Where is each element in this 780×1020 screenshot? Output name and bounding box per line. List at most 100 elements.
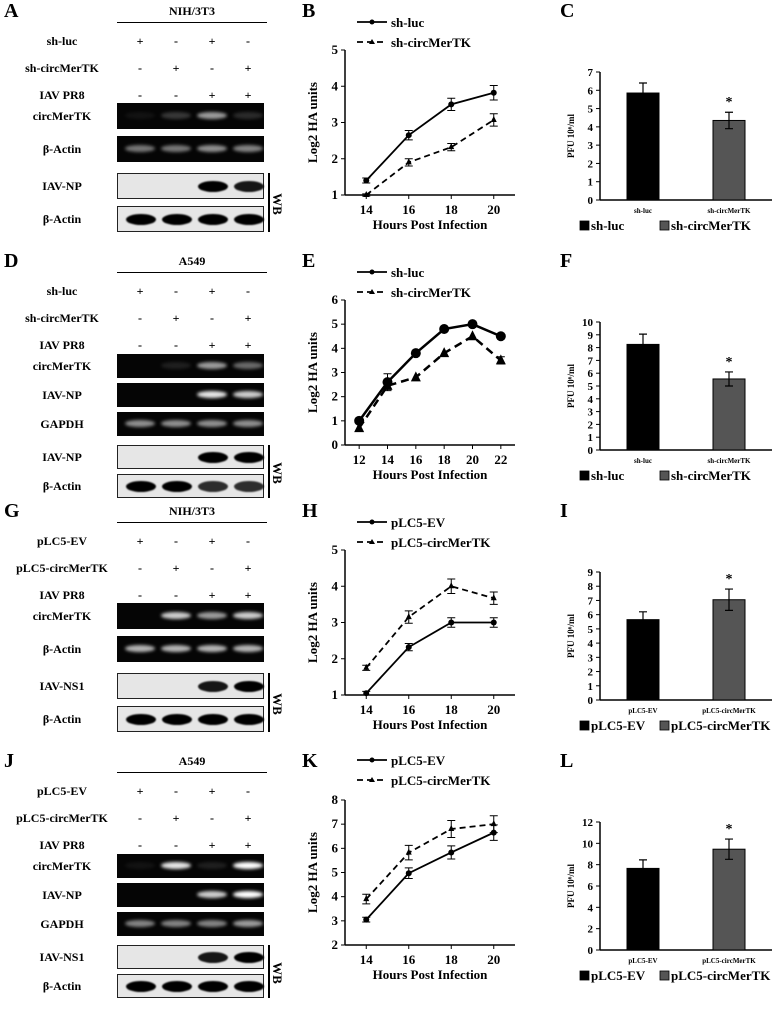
y-tick-label: 1 (332, 187, 339, 202)
condition-sign: + (172, 311, 180, 325)
condition-sign: - (138, 838, 142, 852)
x-axis-label: Hours Post Infection (373, 217, 489, 232)
panel-label: J (4, 750, 14, 772)
significance-marker: * (726, 572, 733, 587)
gel-image (117, 603, 264, 629)
data-point (467, 319, 478, 330)
y-tick-label: 2 (332, 937, 339, 952)
legend-label: pLC5-circMerTK (671, 968, 771, 983)
y-axis-label: PFU 10⁶/ml (566, 864, 576, 908)
legend-marker (369, 519, 375, 525)
band (162, 480, 192, 492)
band-label: circMerTK (32, 609, 92, 623)
western-blot-image (117, 474, 264, 498)
band (198, 480, 228, 492)
y-tick-label: 8 (332, 792, 339, 807)
y-axis-label: PFU 10⁶/ml (566, 614, 576, 658)
y-tick-label: 4 (332, 340, 339, 355)
condition-sign: + (208, 338, 216, 352)
band (234, 680, 264, 692)
band (197, 890, 227, 898)
x-tick-label: 20 (466, 452, 479, 467)
cell-line-title: NIH/3T3 (168, 504, 215, 518)
bar (712, 378, 746, 451)
condition-sign: - (174, 588, 178, 602)
band-label: circMerTK (32, 859, 92, 873)
condition-sign: - (138, 88, 142, 102)
band (125, 111, 155, 119)
x-tick-label: 18 (445, 702, 459, 717)
condition-sign: + (244, 561, 252, 575)
y-axis-label: Log2 HA units (305, 832, 320, 913)
band (161, 861, 191, 869)
band (234, 480, 264, 492)
x-tick-label: 22 (494, 452, 507, 467)
error-bar (725, 111, 733, 130)
condition-sign: - (246, 534, 250, 548)
blot-panel-G: G NIH/3T3 pLC5-EV + - + - pLC5-circMerTK - + - + IAV… (0, 500, 300, 750)
condition-sign: + (244, 88, 252, 102)
error-bar (639, 859, 647, 878)
data-point (405, 870, 412, 877)
y-tick-label: 4 (588, 638, 594, 650)
series-line (365, 585, 494, 669)
band (161, 111, 191, 119)
data-point (495, 331, 506, 342)
band-label: β-Actin (42, 712, 82, 726)
legend-label: pLC5-EV (391, 515, 446, 530)
x-tick-label: 16 (402, 952, 416, 967)
condition-sign: + (244, 338, 252, 352)
gel-image (117, 854, 264, 878)
data-point (405, 158, 412, 165)
condition-label: IAV PR8 (39, 88, 85, 102)
condition-label: IAV PR8 (39, 588, 85, 602)
y-axis-label: Log2 HA units (305, 332, 320, 413)
band-label: β-Actin (42, 979, 82, 993)
y-tick-label: 5 (332, 42, 339, 57)
chart-panel-B: B 1 2 3 4 5 Log2 HA units 14 16 18 20 Hours Post In… (300, 0, 520, 255)
chart-panel-L: L 0 2 4 6 8 10 12 PFU 10⁶/ml pLC5-EV pLC5-EV * pLC5-… (520, 750, 780, 1005)
wb-label: WB (269, 461, 285, 484)
western-blot-image (117, 706, 264, 732)
data-point (448, 101, 455, 108)
x-axis-label: Hours Post Infection (373, 467, 489, 482)
condition-sign: + (244, 61, 252, 75)
condition-sign: + (244, 588, 252, 602)
y-tick-label: 3 (588, 407, 594, 419)
wb-label: WB (269, 692, 285, 715)
x-tick-label: 16 (409, 452, 423, 467)
condition-sign: + (208, 284, 216, 298)
legend-marker (369, 269, 375, 275)
legend-swatch (659, 720, 670, 731)
legend-swatch (579, 220, 590, 231)
chart-panel-I: I 0 1 2 3 4 5 6 7 8 9 PFU 10⁶/ml pLC5-EV pLC5-EV * pLC5… (520, 500, 780, 755)
band (197, 861, 227, 869)
error-bar (639, 82, 647, 104)
band (197, 144, 227, 152)
wb-bracket (268, 445, 270, 498)
band-label: IAV-NS1 (39, 950, 85, 964)
y-tick-label: 10 (582, 838, 594, 850)
cell-line-underline (117, 772, 267, 773)
wb-bracket (268, 673, 270, 732)
condition-sign: - (174, 88, 178, 102)
western-blot-image (117, 173, 264, 199)
bar (712, 119, 746, 201)
y-tick-label: 1 (332, 687, 339, 702)
condition-sign: + (244, 838, 252, 852)
condition-sign: + (172, 811, 180, 825)
condition-label: sh-luc (46, 34, 78, 48)
x-tick-label: 20 (487, 702, 500, 717)
legend-label: sh-circMerTK (391, 285, 472, 300)
y-tick-label: 9 (588, 330, 594, 342)
band (125, 644, 155, 652)
x-tick-label: 18 (445, 202, 459, 217)
condition-label: sh-circMerTK (25, 61, 99, 75)
band-label: IAV-NP (42, 388, 82, 402)
band (198, 680, 228, 692)
band (125, 419, 155, 427)
data-point (448, 825, 455, 831)
data-point (439, 324, 450, 334)
band-label: IAV-NP (42, 179, 82, 193)
